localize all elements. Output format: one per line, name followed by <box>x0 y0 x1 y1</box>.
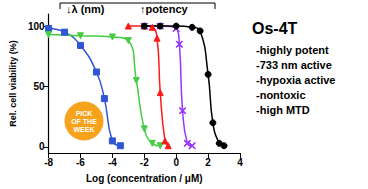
svg-text:Rel. cell viability (%): Rel. cell viability (%) <box>8 40 18 127</box>
svg-text:-4: -4 <box>108 157 117 168</box>
svg-text:4: 4 <box>237 157 243 168</box>
svg-text:Log (concentration / μM): Log (concentration / μM) <box>86 173 203 184</box>
svg-text:PICK: PICK <box>76 110 93 117</box>
svg-text:WEEK: WEEK <box>74 126 95 133</box>
svg-text:50: 50 <box>33 81 45 92</box>
svg-text:-2: -2 <box>140 157 149 168</box>
svg-text:Os-4T: Os-4T <box>252 20 298 37</box>
svg-text:OF THE: OF THE <box>71 118 97 125</box>
svg-text:0: 0 <box>173 157 179 168</box>
svg-text:-high MTD: -high MTD <box>256 104 310 116</box>
svg-text:↑potency: ↑potency <box>140 3 189 15</box>
svg-text:100: 100 <box>28 21 45 32</box>
svg-text:2: 2 <box>205 157 211 168</box>
svg-text:-highly potent: -highly potent <box>256 44 329 56</box>
svg-text:-hypoxia active: -hypoxia active <box>256 74 335 86</box>
svg-text:↓λ (nm): ↓λ (nm) <box>66 3 105 15</box>
svg-text:-733 nm active: -733 nm active <box>256 59 332 71</box>
svg-text:-8: -8 <box>44 157 53 168</box>
svg-text:0: 0 <box>39 141 45 152</box>
svg-text:-6: -6 <box>76 157 85 168</box>
svg-text:-nontoxic: -nontoxic <box>256 89 306 101</box>
